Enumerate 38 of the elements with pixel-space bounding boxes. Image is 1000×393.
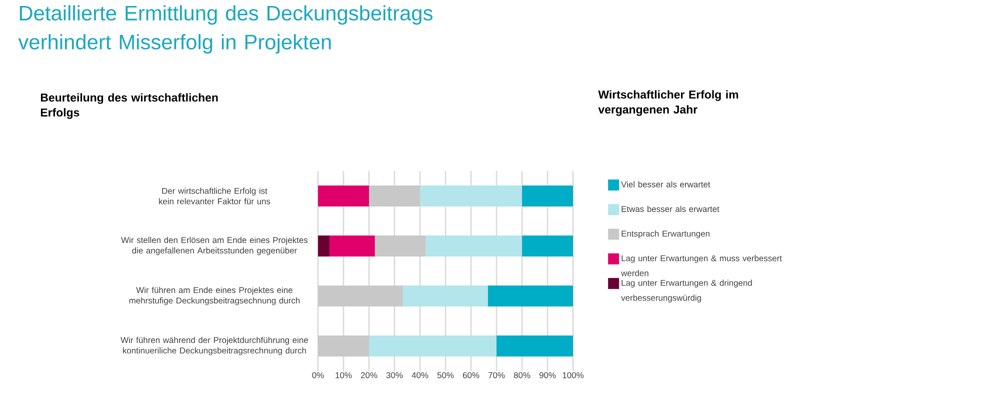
bar bbox=[420, 186, 522, 207]
bar bbox=[496, 336, 574, 357]
legend-label: Entsprach Erwartungen bbox=[622, 230, 710, 238]
x-tick-label: 40% bbox=[412, 372, 428, 378]
x-tick-label: 60% bbox=[462, 372, 480, 378]
x-tick-label: 0% bbox=[312, 372, 324, 378]
bar bbox=[374, 236, 426, 257]
x-tick-label: 30% bbox=[386, 372, 403, 378]
x-tick-label: 90% bbox=[539, 372, 556, 378]
bar bbox=[318, 286, 403, 307]
legend-label: Etwas besser als erwartet bbox=[622, 206, 720, 212]
legend-label: Lag unter Erwartungen & dringend verbesserungswürdig bbox=[621, 280, 752, 302]
x-tick-label: 100% bbox=[562, 372, 584, 378]
bar bbox=[522, 236, 574, 257]
y-tick-label: Der wirtschaftliche Erfolg ist kein relevanter Faktor für uns bbox=[159, 188, 270, 204]
legend-label: Lag unter Erwartungen & muss verbessert werden bbox=[621, 255, 782, 276]
bar bbox=[318, 336, 370, 357]
x-tick-label: 10% bbox=[336, 372, 352, 378]
x-tick-label: 70% bbox=[488, 372, 505, 378]
y-tick-label: Wir führen am Ende eines Projektes eine mehrstufige Deckungsbeitragsechnung durch bbox=[129, 286, 300, 306]
text: Beurteilung des wirtschaftlichen Erfolgs bbox=[40, 93, 218, 119]
x-tick-label: 50% bbox=[437, 372, 454, 378]
x-tick-label: 80% bbox=[514, 372, 530, 378]
x-tick-label: 20% bbox=[360, 372, 378, 378]
y-tick-label: Wir führen während der Projektdurchführung eine kontinueriliche Deckungsbeitragsrechnung durch bbox=[120, 336, 308, 356]
y-tick-label: Wir stellen den Erlösen am Ende eines Projektes die angefallenen Arbeitsstunden gegenüber bbox=[121, 236, 308, 256]
bar bbox=[369, 186, 420, 207]
bar bbox=[522, 186, 574, 207]
bar bbox=[369, 336, 497, 357]
bar bbox=[426, 236, 522, 257]
legend-title: Wirtschaftlicher Erfolg im vergangenen Jahr bbox=[598, 90, 738, 116]
bar bbox=[488, 286, 574, 307]
legend-label: Viel besser als erwartet bbox=[621, 181, 710, 188]
bar bbox=[318, 186, 370, 207]
bar bbox=[318, 236, 330, 257]
chart-title: Detaillierte Ermittlung des Deckungsbeitrags verhindert Misserfolg in Projekten bbox=[18, 5, 432, 54]
bar bbox=[402, 286, 488, 307]
bar bbox=[329, 236, 375, 257]
